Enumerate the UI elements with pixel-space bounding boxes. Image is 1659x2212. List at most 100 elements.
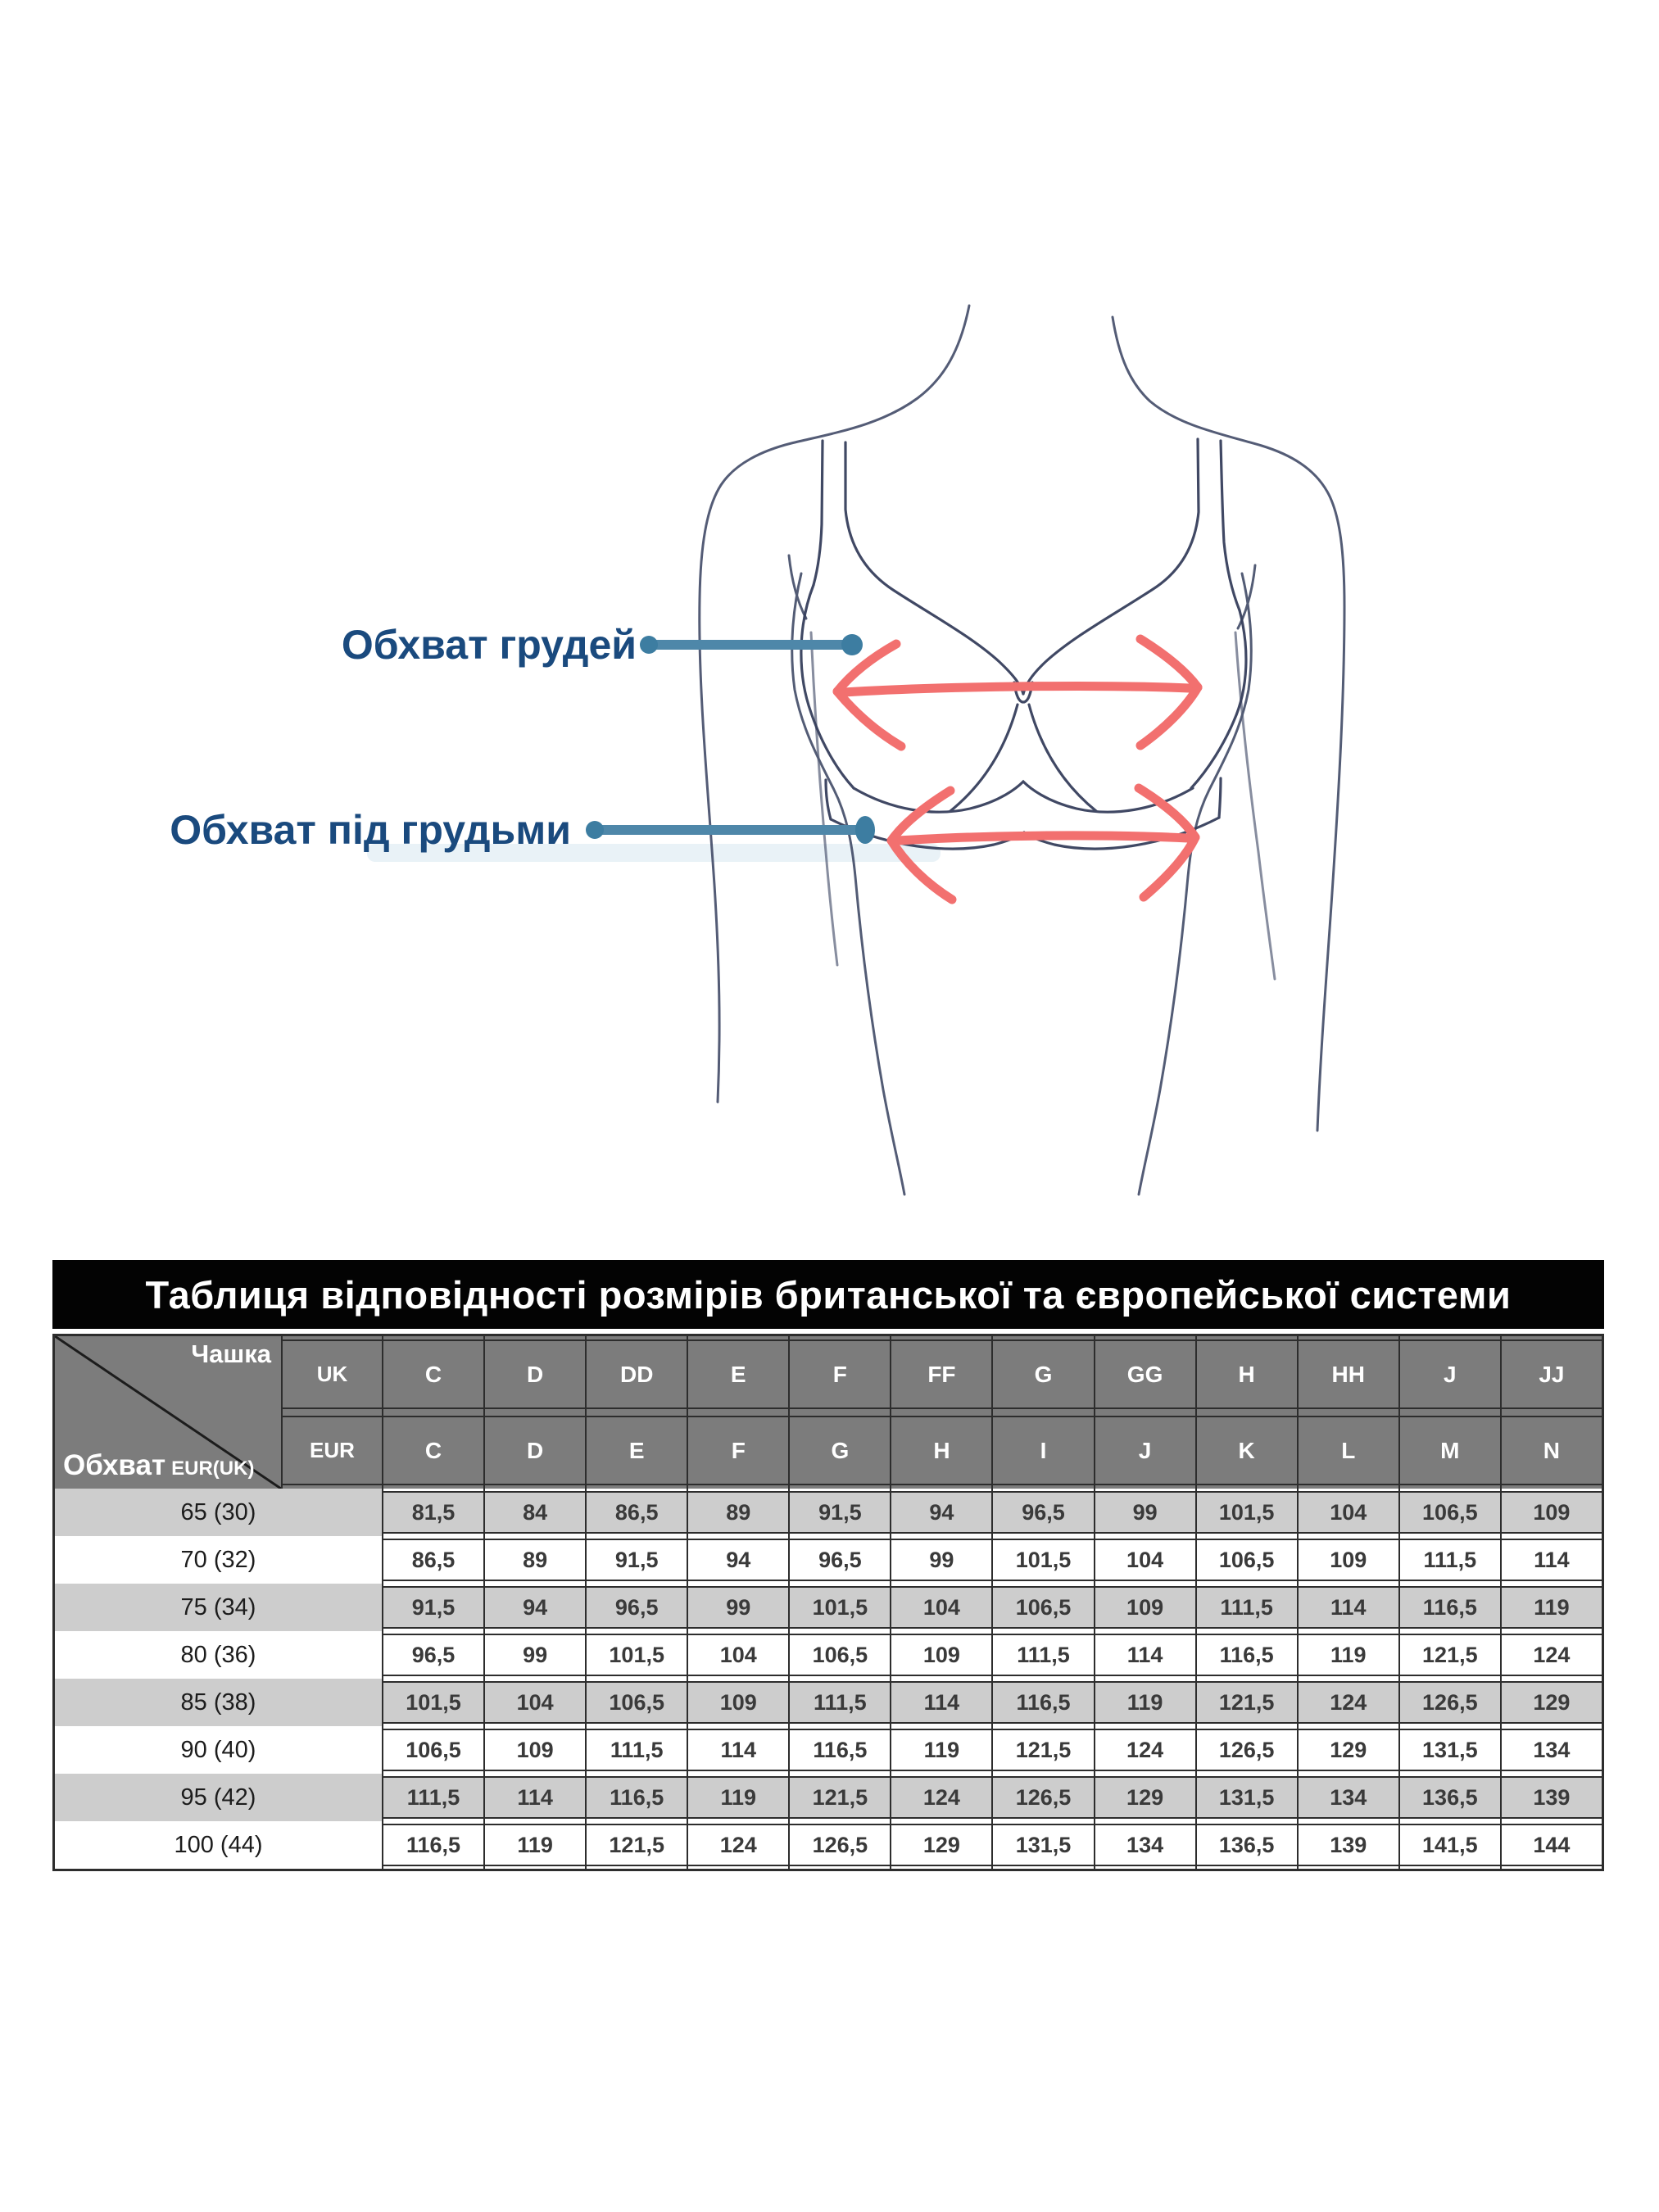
size-value-cell: 91,5: [382, 1584, 484, 1631]
size-value-cell: 126,5: [1194, 1726, 1297, 1774]
cup-letter-cell: J: [1093, 1412, 1195, 1489]
size-value-cell: 91,5: [788, 1489, 891, 1536]
table-row: 100 (44) 116,5 119 121,5 124 126,5 129 131,5 134…: [55, 1821, 1602, 1869]
size-value-cell: 104: [1296, 1489, 1398, 1536]
cup-letter-cell: C: [382, 1336, 484, 1412]
cup-letter-cell: DD: [585, 1336, 687, 1412]
cup-letter-cell: E: [585, 1412, 687, 1489]
size-value-cell: 101,5: [788, 1584, 891, 1631]
cup-letter-cell: F: [788, 1336, 891, 1412]
size-value-cell: 106,5: [788, 1631, 891, 1679]
size-value-cell: 106,5: [585, 1679, 687, 1726]
size-value-cell: 114: [890, 1679, 992, 1726]
size-value-cell: 104: [890, 1584, 992, 1631]
size-value-cell: 99: [483, 1631, 586, 1679]
size-value-cell: 114: [687, 1726, 789, 1774]
size-value-cell: 131,5: [1194, 1774, 1297, 1821]
corner-cell: Чашка Обхват EUR(UK): [55, 1336, 281, 1489]
size-value-cell: 126,5: [991, 1774, 1094, 1821]
size-value-cell: 104: [1093, 1536, 1195, 1584]
band-size-cell: 70 (32): [180, 1546, 256, 1573]
size-value-cell: 121,5: [1398, 1631, 1500, 1679]
size-value-cell: 86,5: [585, 1489, 687, 1536]
diagonal-divider: [55, 1336, 281, 1489]
band-size-cell: 85 (38): [55, 1679, 382, 1726]
size-table: Таблиця відповідності розмірів британськ…: [52, 1260, 1604, 1871]
size-value-cell: 106,5: [991, 1584, 1094, 1631]
table-row: 75 (34) 91,5 94 96,5 99 101,5 104 106,5 109 111,5…: [55, 1584, 1602, 1631]
table-row: 90 (40) 106,5 109 111,5 114 116,5 119 121,5 124 1…: [55, 1726, 1602, 1774]
size-value-cell: 114: [1093, 1631, 1195, 1679]
size-value-cell: 131,5: [1398, 1726, 1500, 1774]
size-value-cell: 111,5: [788, 1679, 891, 1726]
cup-letter-cell: HH: [1296, 1336, 1398, 1412]
size-value-cell: 119: [483, 1821, 586, 1869]
size-value-cell: 101,5: [991, 1536, 1094, 1584]
size-value-cell: 124: [687, 1821, 789, 1869]
size-value-cell: 116,5: [585, 1774, 687, 1821]
size-value-cell: 121,5: [1194, 1679, 1297, 1726]
size-value-cell: 99: [1093, 1489, 1195, 1536]
size-value-cell: 124: [1093, 1726, 1195, 1774]
size-value-cell: 94: [687, 1536, 789, 1584]
uk-cup-row: UK C D DD E F FF G GG H HH J JJ: [281, 1336, 1602, 1412]
size-value-cell: 114: [1296, 1584, 1398, 1631]
size-value-cell: 101,5: [1194, 1489, 1297, 1536]
size-value-cell: 89: [483, 1536, 586, 1584]
size-value-cell: 141,5: [1398, 1821, 1500, 1869]
size-value-cell: 96,5: [585, 1584, 687, 1631]
cup-letter-cell: L: [1296, 1412, 1398, 1489]
cup-letter-cell: D: [483, 1336, 586, 1412]
cup-letter-cell: G: [991, 1336, 1094, 1412]
cup-letter-cell: G: [788, 1412, 891, 1489]
size-value-cell: 144: [1499, 1821, 1602, 1869]
size-value-cell: 106,5: [1398, 1489, 1500, 1536]
band-size-cell: 80 (36): [180, 1641, 256, 1668]
cup-letter-cell: FF: [890, 1336, 992, 1412]
cup-letter-cell: D: [483, 1412, 586, 1489]
size-value-cell: 96,5: [788, 1536, 891, 1584]
size-value-cell: 111,5: [585, 1726, 687, 1774]
size-value-cell: 109: [1296, 1536, 1398, 1584]
size-value-cell: 109: [890, 1631, 992, 1679]
size-value-cell: 136,5: [1398, 1774, 1500, 1821]
size-value-cell: 119: [890, 1726, 992, 1774]
size-value-cell: 134: [1296, 1774, 1398, 1821]
size-value-cell: 111,5: [382, 1774, 484, 1821]
size-value-cell: 101,5: [585, 1631, 687, 1679]
cup-letter-cell: C: [382, 1412, 484, 1489]
underbust-pointer-line: [586, 816, 875, 844]
size-value-cell: 129: [1093, 1774, 1195, 1821]
size-value-cell: 119: [1499, 1584, 1602, 1631]
size-value-cell: 116,5: [1398, 1584, 1500, 1631]
torso-sketch: [367, 304, 1346, 1196]
size-value-cell: 139: [1499, 1774, 1602, 1821]
size-value-cell: 124: [1499, 1631, 1602, 1679]
size-value-cell: 104: [687, 1631, 789, 1679]
size-value-cell: 91,5: [585, 1536, 687, 1584]
cup-letter-cell: F: [687, 1412, 789, 1489]
bust-pointer-line: [640, 634, 863, 655]
size-value-cell: 106,5: [1194, 1536, 1297, 1584]
table-row: 95 (42) 111,5 114 116,5 119 121,5 124 126,5 129 1…: [55, 1774, 1602, 1821]
size-value-cell: 139: [1296, 1821, 1398, 1869]
cup-letter-cell: I: [991, 1412, 1094, 1489]
size-value-cell: 116,5: [382, 1821, 484, 1869]
bra-sketch: [800, 437, 1248, 850]
size-value-cell: 84: [483, 1489, 586, 1536]
cup-letter-cell: N: [1499, 1412, 1602, 1489]
cup-letter-cell: M: [1398, 1412, 1500, 1489]
size-value-cell: 106,5: [382, 1726, 484, 1774]
table-grid: Чашка Обхват EUR(UK) UK C D DD E F FF G GG H HH J JJ…: [52, 1334, 1604, 1871]
size-value-cell: 126,5: [788, 1821, 891, 1869]
size-value-cell: 121,5: [991, 1726, 1094, 1774]
bust-arrow-icon: [832, 634, 1203, 751]
size-value-cell: 124: [1296, 1679, 1398, 1726]
table-title: Таблиця відповідності розмірів британськ…: [52, 1260, 1604, 1329]
size-value-cell: 126,5: [1398, 1679, 1500, 1726]
girth-corner-label: Обхват EUR(UK): [63, 1449, 255, 1481]
size-value-cell: 131,5: [991, 1821, 1094, 1869]
